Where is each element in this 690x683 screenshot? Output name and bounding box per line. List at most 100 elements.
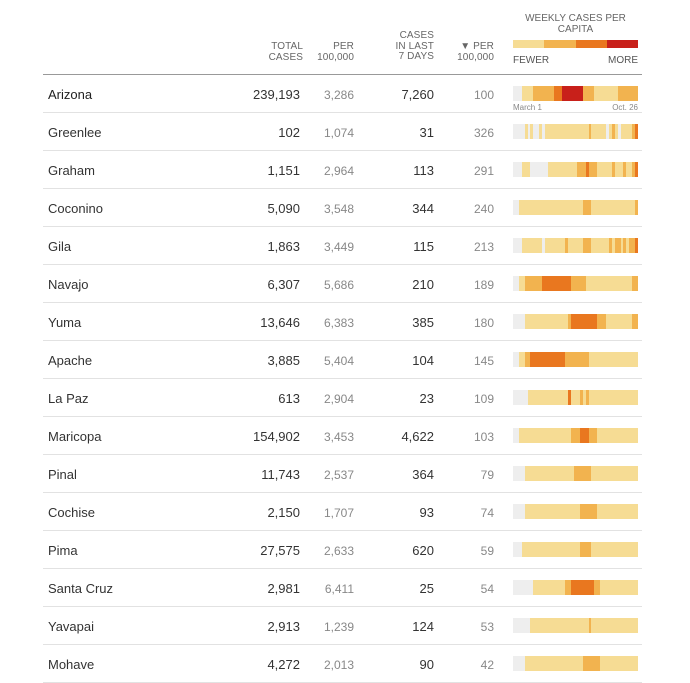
- sparkline-week-cell: [620, 656, 624, 671]
- sparkline-week-cell: [524, 390, 528, 405]
- table-row[interactable]: Pima 27,575 2,633 620 59: [43, 531, 642, 569]
- sparkline-week-cell: [608, 390, 612, 405]
- header-per-100000[interactable]: PER 100,000: [300, 41, 354, 63]
- table-row[interactable]: Greenlee 102 1,074 31 326: [43, 113, 642, 151]
- sparkline-week-cell: [635, 238, 638, 253]
- table-row[interactable]: Gila 1,863 3,449 115 213: [43, 227, 642, 265]
- table-row[interactable]: Graham 1,151 2,964 113 291: [43, 151, 642, 189]
- sparkline-week-cell: [542, 162, 545, 177]
- per-100000-7-days: 42: [480, 658, 494, 672]
- sparkline-week-cell: [536, 428, 540, 443]
- sparkline-week-cell: [574, 428, 577, 443]
- sparkline-week-cell: [568, 618, 572, 633]
- sparkline-week-cell: [611, 656, 615, 671]
- sparkline-week-cell: [626, 162, 630, 177]
- sparkline-week-cell: [568, 200, 572, 215]
- sparkline-week-cell: [591, 656, 595, 671]
- sparkline-week-cell: [571, 390, 575, 405]
- sparkline-week-cell: [606, 428, 609, 443]
- table-row[interactable]: Cochise 2,150 1,707 93 74: [43, 493, 642, 531]
- table-row[interactable]: Santa Cruz 2,981 6,411 25 54: [43, 569, 642, 607]
- sparkline-week-cell: [591, 428, 595, 443]
- sparkline-week-cell: [582, 428, 586, 443]
- sparkline-week-cell: [571, 504, 575, 519]
- sparkline-week-cell: [527, 124, 531, 139]
- sparkline-week-cell: [542, 428, 545, 443]
- sparkline-week-cell: [576, 466, 580, 481]
- sparkline-week-cell: [559, 276, 563, 291]
- sparkline-week-cell: [594, 580, 598, 595]
- sparkline-week-cell: [632, 276, 636, 291]
- legend-swatch-3: [575, 40, 607, 48]
- sparkline-week-cell: [539, 314, 543, 329]
- weekly-cases-sparkline: [513, 580, 638, 595]
- sparkline-week-cell: [518, 200, 522, 215]
- sparkline-week-cell: [513, 86, 516, 101]
- sparkline-week-cell: [614, 580, 618, 595]
- county-name: Yuma: [48, 315, 82, 330]
- table-row[interactable]: Yavapai 2,913 1,239 124 53: [43, 607, 642, 645]
- cases-last-7-days: 364: [412, 467, 434, 482]
- sparkline-week-cell: [623, 618, 627, 633]
- sparkline-week-cell: [544, 390, 548, 405]
- sparkline-week-cell: [611, 314, 615, 329]
- sparkline-week-cell: [585, 86, 589, 101]
- sparkline-week-cell: [594, 428, 598, 443]
- sparkline-week-cell: [574, 618, 577, 633]
- weekly-cases-sparkline: [513, 238, 638, 253]
- sparkline-week-cell: [539, 656, 543, 671]
- legend-color-bar: [513, 40, 638, 48]
- sparkline-week-cell: [565, 238, 569, 253]
- sparkline-week-cell: [518, 504, 522, 519]
- sparkline-week-cell: [559, 618, 563, 633]
- sparkline-week-cell: [524, 618, 528, 633]
- sparkline-week-cell: [539, 390, 543, 405]
- sparkline-week-cell: [617, 504, 621, 519]
- sparkline-week-cell: [542, 86, 545, 101]
- per-100000: 6,383: [323, 316, 354, 330]
- header-total-cases[interactable]: TOTAL CASES: [248, 41, 303, 63]
- sparkline-week-cell: [623, 86, 627, 101]
- sparkline-week-cell: [544, 200, 548, 215]
- table-row[interactable]: Coconino 5,090 3,548 344 240: [43, 189, 642, 227]
- table-row[interactable]: Maricopa 154,902 3,453 4,622 103: [43, 417, 642, 455]
- sparkline-week-cell: [536, 124, 540, 139]
- sparkline-week-cell: [562, 618, 566, 633]
- sparkline-week-cell: [547, 238, 551, 253]
- sparkline-week-cell: [559, 314, 563, 329]
- sparkline-week-cell: [518, 656, 522, 671]
- sparkline-week-cell: [574, 542, 577, 557]
- sparkline-week-cell: [623, 580, 627, 595]
- county-name: Gila: [48, 239, 72, 254]
- sparkline-week-cell: [547, 542, 551, 557]
- sparkline-week-cell: [606, 276, 609, 291]
- sparkline-week-cell: [629, 238, 633, 253]
- header-cases-last-7-days[interactable]: CASES IN LAST 7 DAYS: [375, 30, 434, 63]
- sparkline-week-cell: [556, 276, 560, 291]
- cases-last-7-days: 620: [412, 543, 434, 558]
- per-100000-7-days: 180: [473, 316, 494, 330]
- state-row[interactable]: Arizona 239,193 3,286 7,260 100 March 1 Oct. 2…: [43, 75, 642, 113]
- sparkline-week-cell: [576, 276, 580, 291]
- table-row[interactable]: Navajo 6,307 5,686 210 189: [43, 265, 642, 303]
- sparkline-week-cell: [524, 162, 528, 177]
- sparkline-week-cell: [568, 162, 572, 177]
- sparkline-week-cell: [547, 352, 551, 367]
- table-row[interactable]: Yuma 13,646 6,383 385 180: [43, 303, 642, 341]
- sparkline-week-cell: [611, 542, 615, 557]
- sparkline-week-cell: [588, 618, 592, 633]
- table-row[interactable]: Pinal 11,743 2,537 364 79: [43, 455, 642, 493]
- sparkline-week-cell: [571, 656, 575, 671]
- table-row[interactable]: Apache 3,885 5,404 104 145: [43, 341, 642, 379]
- sparkline-week-cell: [513, 162, 516, 177]
- sparkline-week-cell: [591, 466, 595, 481]
- sparkline-week-cell: [542, 656, 545, 671]
- sparkline-week-cell: [603, 656, 606, 671]
- county-name: Graham: [48, 163, 95, 178]
- header-per-100000-7day-sorted[interactable]: ▼ PER 100,000: [438, 41, 494, 63]
- sparkline-week-cell: [579, 504, 583, 519]
- sparkline-week-cell: [536, 314, 540, 329]
- table-row[interactable]: Mohave 4,272 2,013 90 42: [43, 645, 642, 683]
- sparkline-week-cell: [597, 466, 601, 481]
- table-row[interactable]: La Paz 613 2,904 23 109: [43, 379, 642, 417]
